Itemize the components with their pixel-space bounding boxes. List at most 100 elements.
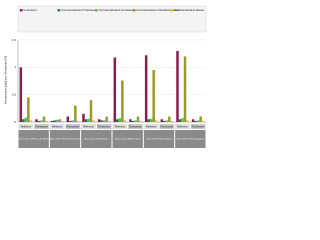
group-label: Messstelle 6 Weserbergland bbox=[177, 138, 205, 141]
group-box bbox=[81, 130, 112, 148]
bar bbox=[100, 120, 103, 122]
x-tick-label: Referenz bbox=[177, 124, 188, 128]
bar bbox=[116, 119, 119, 122]
x-tick-label: Referenz bbox=[83, 124, 94, 128]
bar bbox=[89, 100, 93, 122]
bar bbox=[71, 120, 75, 122]
bar bbox=[58, 119, 61, 122]
bar bbox=[45, 120, 48, 122]
x-tick-label: Referenz bbox=[21, 124, 32, 128]
bar bbox=[183, 56, 187, 122]
bar bbox=[186, 120, 189, 122]
category-box bbox=[65, 124, 81, 129]
group-label: Messstelle 3 Niederrhein bbox=[84, 138, 109, 141]
bar bbox=[24, 117, 28, 122]
bar bbox=[76, 120, 80, 122]
group-label: Messstelle 4 Münsterland bbox=[115, 138, 141, 141]
bar bbox=[42, 116, 46, 122]
bar bbox=[168, 116, 171, 122]
group-box bbox=[175, 130, 206, 148]
y-tick-label: 1 bbox=[14, 65, 16, 69]
y-tick-label: 0.5 bbox=[12, 92, 17, 96]
bar bbox=[60, 120, 64, 122]
bar bbox=[97, 119, 101, 122]
bar bbox=[50, 120, 54, 122]
bar bbox=[139, 120, 142, 122]
legend-swatch bbox=[95, 9, 98, 12]
category-box bbox=[49, 124, 65, 129]
bar bbox=[181, 118, 184, 122]
bar bbox=[136, 116, 140, 122]
bar bbox=[19, 67, 23, 122]
bar bbox=[82, 113, 85, 122]
bar bbox=[201, 120, 205, 122]
bar bbox=[87, 118, 90, 122]
x-tick-label: Rohwasser bbox=[129, 124, 142, 128]
group-box bbox=[112, 130, 143, 148]
bar bbox=[163, 120, 166, 122]
bar bbox=[129, 119, 132, 122]
bar bbox=[178, 119, 182, 122]
group-box bbox=[18, 130, 49, 148]
bar bbox=[131, 120, 135, 122]
category-box bbox=[18, 124, 34, 129]
x-tick-label: Rohwasser bbox=[35, 124, 48, 128]
x-tick-label: Rohwasser bbox=[66, 124, 79, 128]
bar bbox=[194, 120, 197, 122]
bar bbox=[27, 97, 30, 122]
x-tick-label: Referenz bbox=[146, 124, 157, 128]
x-tick-label: Rohwasser bbox=[192, 124, 205, 128]
bar bbox=[196, 120, 200, 122]
y-axis-label: Konzentration [mg/l] bzw. Erstabstand [%… bbox=[4, 56, 8, 104]
chart: Konzentration [mg/l] bzw. Erstabstand [%… bbox=[0, 0, 212, 150]
bar bbox=[84, 119, 88, 122]
x-tick-label: Rohwasser bbox=[98, 124, 111, 128]
bar bbox=[144, 55, 148, 122]
bar bbox=[22, 119, 25, 122]
bar bbox=[74, 105, 77, 122]
category-box bbox=[190, 124, 206, 129]
bar bbox=[69, 120, 72, 122]
legend-swatch bbox=[20, 9, 23, 12]
bar bbox=[191, 119, 195, 122]
legend-swatch bbox=[132, 9, 136, 12]
bar bbox=[40, 120, 43, 122]
bar bbox=[134, 120, 137, 122]
bar bbox=[53, 120, 56, 122]
bar bbox=[170, 120, 174, 122]
y-tick-label: 1.5 bbox=[12, 38, 17, 42]
x-tick-label: Rohwasser bbox=[160, 124, 173, 128]
bar bbox=[102, 120, 106, 122]
category-box bbox=[81, 124, 96, 129]
x-tick-label: Referenz bbox=[115, 124, 126, 128]
legend-swatch bbox=[57, 9, 61, 12]
legend-box bbox=[17, 5, 207, 33]
bar bbox=[147, 119, 150, 122]
category-box bbox=[34, 124, 49, 129]
legend-swatch bbox=[170, 9, 173, 12]
x-tick-label: Referenz bbox=[52, 124, 63, 128]
group-box bbox=[49, 130, 81, 148]
group-label: Messstelle 2 Rheinische Bucht bbox=[50, 138, 80, 141]
bar bbox=[105, 116, 108, 122]
legend-label: Grenzwertabstand Trinkwasser bbox=[61, 8, 97, 12]
bar bbox=[37, 120, 41, 122]
legend-label: Grenzwertabstand Oberflächenwasser bbox=[136, 8, 180, 12]
category-box bbox=[143, 124, 159, 129]
bar bbox=[121, 80, 124, 122]
category-box bbox=[175, 124, 190, 129]
bar bbox=[176, 50, 179, 122]
category-box bbox=[112, 124, 128, 129]
bar bbox=[160, 119, 164, 122]
bar bbox=[154, 120, 158, 122]
bar bbox=[35, 119, 38, 122]
legend-label: Grenzwertabstand Wasser bbox=[174, 8, 205, 12]
bar bbox=[113, 57, 117, 122]
category-box bbox=[96, 124, 112, 129]
bar bbox=[66, 116, 70, 122]
bar bbox=[165, 120, 169, 122]
group-box bbox=[143, 130, 175, 148]
bar bbox=[107, 120, 111, 122]
bar bbox=[92, 120, 95, 122]
category-box bbox=[159, 124, 175, 129]
